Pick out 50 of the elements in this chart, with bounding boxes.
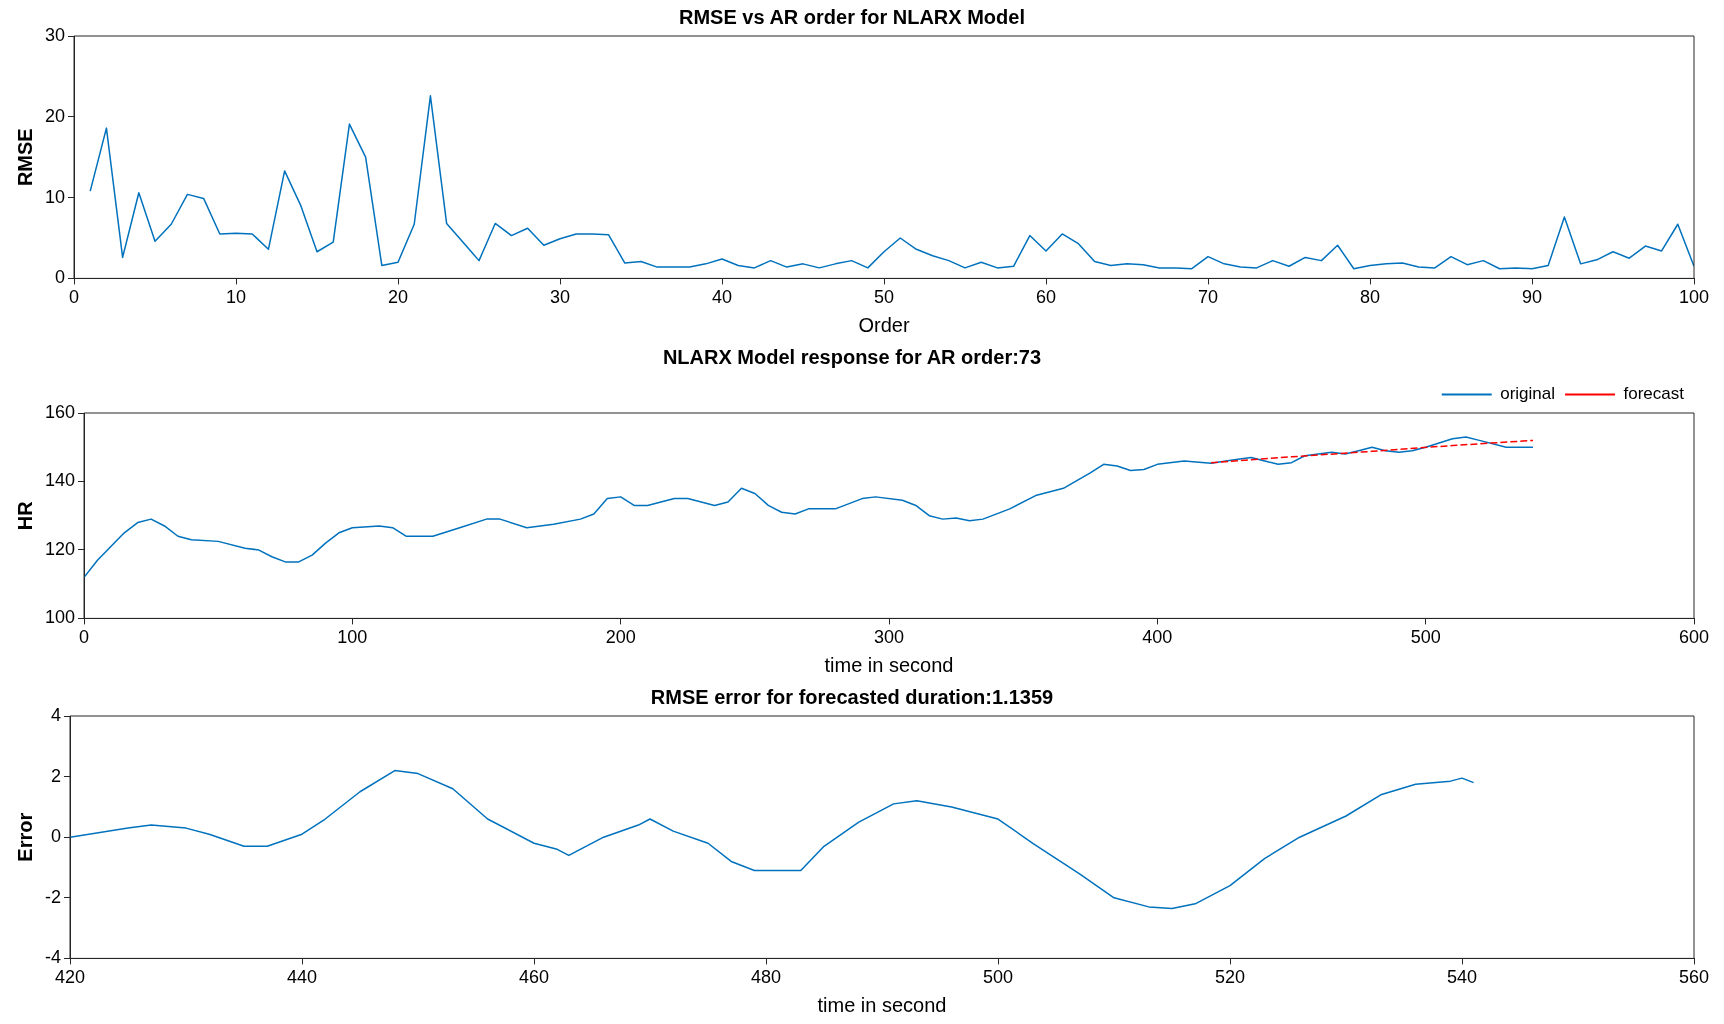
y-tick-label: 100 [44,607,76,628]
legend-label: forecast [1623,384,1685,404]
x-tick-label: 300 [873,627,905,648]
x-tick-label: 50 [874,287,895,308]
y-tick-label: 10 [44,186,66,207]
y-tick-label: 20 [44,105,66,126]
y-axis-title: Error [13,812,36,862]
y-axis-title: HR [13,500,36,531]
x-tick-label: 560 [1678,967,1710,988]
x-tick-label: 30 [550,287,571,308]
chart-title: RMSE error for forecasted duration:1.1359 [650,685,1054,708]
y-tick-label: 120 [44,538,76,559]
legend-label: original [1500,384,1556,404]
x-tick-label: 540 [1446,967,1478,988]
chart-title: NLARX Model response for AR order:73 [662,345,1042,368]
x-tick-label: 10 [226,287,247,308]
x-tick-label: 440 [286,967,318,988]
x-tick-label: 520 [1214,967,1246,988]
y-tick-label: 0 [50,826,61,847]
x-tick-label: 600 [1678,627,1710,648]
y-tick-label: 140 [44,470,76,491]
x-tick-label: 500 [982,967,1014,988]
x-tick-label: 20 [388,287,409,308]
x-axis-title: time in second [817,993,947,1016]
x-tick-label: 400 [1142,627,1173,648]
x-axis-title: time in second [824,653,954,676]
x-tick-label: 0 [79,627,90,648]
chart-title: RMSE vs AR order for NLARX Model [679,5,1025,28]
y-tick-label: 2 [50,765,61,786]
y-tick-label: 4 [50,704,61,725]
x-tick-label: 100 [1678,287,1710,308]
x-tick-label: 70 [1197,287,1219,308]
y-tick-label: 160 [44,401,76,422]
x-tick-label: 420 [54,967,86,988]
y-axis-title: RMSE [13,128,36,187]
x-tick-label: 100 [337,627,368,648]
x-tick-label: 60 [1035,287,1057,308]
x-tick-label: 40 [712,287,733,308]
line-series [1210,439,1534,464]
x-axis-title: Order [858,313,910,336]
x-tick-label: 500 [1410,627,1441,648]
y-tick-label: 30 [44,24,66,45]
y-tick-label: -2 [44,886,61,907]
y-tick-label: -4 [44,947,61,968]
x-tick-label: 200 [605,627,636,648]
x-tick-label: 460 [518,967,550,988]
x-tick-label: 80 [1359,287,1381,308]
x-tick-label: 480 [750,967,782,988]
x-tick-label: 90 [1521,287,1543,308]
y-tick-label: 0 [55,267,66,288]
